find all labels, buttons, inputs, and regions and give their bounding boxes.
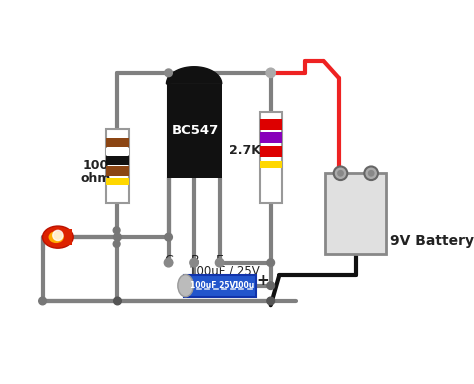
Text: 100: 100: [82, 159, 109, 172]
Bar: [260, 112, 282, 203]
Text: 100uF / 25V: 100uF / 25V: [189, 265, 259, 278]
Ellipse shape: [178, 275, 193, 297]
Bar: [260, 161, 282, 168]
Bar: [260, 132, 282, 144]
Bar: [106, 156, 129, 165]
Circle shape: [114, 297, 121, 305]
Circle shape: [337, 170, 344, 177]
Text: C: C: [164, 254, 173, 267]
Circle shape: [164, 258, 173, 267]
Circle shape: [266, 68, 275, 78]
Text: 2.7K: 2.7K: [229, 144, 261, 157]
Text: 9V Battery: 9V Battery: [390, 234, 474, 248]
Bar: [260, 119, 282, 130]
Circle shape: [267, 282, 274, 290]
Bar: [106, 179, 129, 185]
Circle shape: [334, 166, 347, 180]
Circle shape: [53, 230, 63, 240]
Text: E: E: [216, 254, 224, 267]
Circle shape: [165, 69, 173, 77]
Bar: [106, 166, 129, 176]
Text: B: B: [191, 254, 199, 267]
Circle shape: [113, 240, 120, 247]
Circle shape: [39, 297, 46, 305]
Text: 100uF 25V: 100uF 25V: [190, 281, 236, 290]
Circle shape: [215, 258, 224, 267]
Circle shape: [190, 258, 198, 267]
Bar: [325, 173, 386, 254]
Bar: [167, 84, 222, 177]
Circle shape: [365, 166, 378, 180]
Circle shape: [165, 233, 173, 241]
Circle shape: [368, 170, 374, 177]
Bar: [106, 137, 129, 147]
Circle shape: [267, 259, 274, 266]
Bar: [260, 146, 282, 157]
Text: BC547: BC547: [172, 124, 219, 137]
Ellipse shape: [48, 231, 64, 243]
Bar: [60, 230, 72, 245]
Bar: [106, 148, 129, 156]
Ellipse shape: [43, 226, 73, 248]
Circle shape: [113, 227, 120, 234]
Circle shape: [267, 297, 274, 305]
Text: ohm: ohm: [80, 172, 110, 185]
Circle shape: [114, 233, 121, 241]
Text: +: +: [256, 273, 269, 288]
Bar: [184, 275, 256, 297]
Bar: [106, 129, 129, 203]
Text: 100u: 100u: [233, 281, 254, 290]
Polygon shape: [166, 67, 222, 84]
